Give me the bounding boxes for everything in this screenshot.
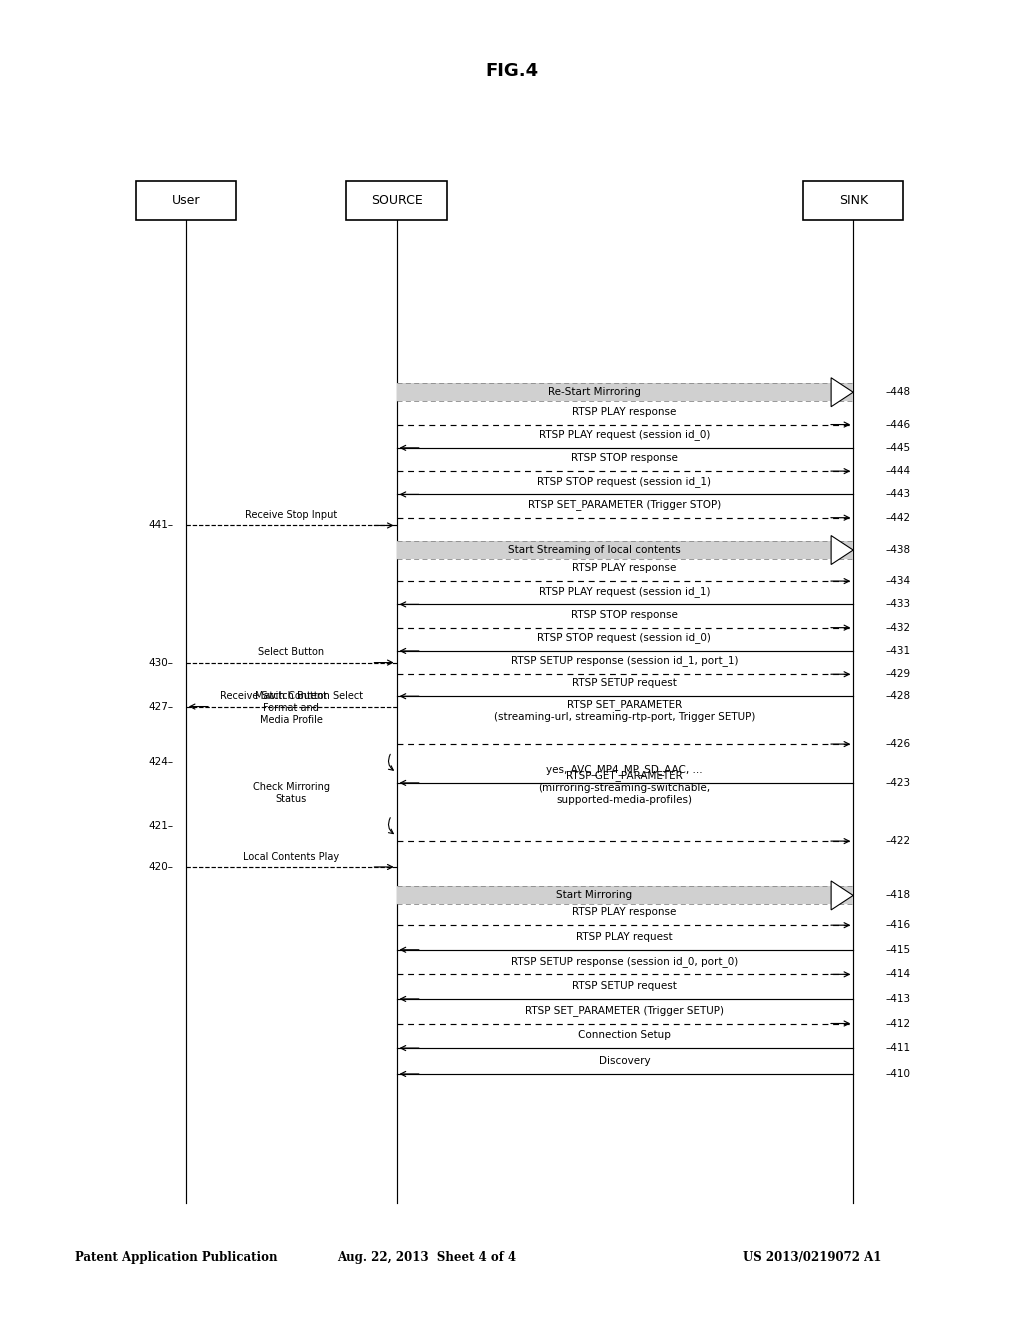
Text: RTSP SETUP request: RTSP SETUP request [572, 981, 677, 991]
Text: Match Content
Format and
Media Profile: Match Content Format and Media Profile [255, 692, 328, 725]
Text: Start Mirroring: Start Mirroring [556, 891, 633, 900]
Text: RTSP PLAY response: RTSP PLAY response [572, 564, 677, 573]
FancyBboxPatch shape [346, 181, 446, 220]
Text: RTSP PLAY request (session id_0): RTSP PLAY request (session id_0) [539, 429, 710, 440]
Text: –434: –434 [886, 576, 910, 586]
Text: Start Streaming of local contents: Start Streaming of local contents [508, 545, 681, 554]
Text: –429: –429 [886, 669, 910, 680]
Text: RTSP STOP request (session id_0): RTSP STOP request (session id_0) [538, 632, 712, 643]
Text: 424–: 424– [148, 758, 174, 767]
Text: –416: –416 [886, 920, 910, 931]
Text: yes, AVC_MP4_MP_SD_AAC, ...: yes, AVC_MP4_MP_SD_AAC, ... [546, 764, 702, 775]
Text: RTSP PLAY request (session id_1): RTSP PLAY request (session id_1) [539, 586, 711, 597]
Text: Local Contents Play: Local Contents Play [243, 851, 339, 862]
Text: –415: –415 [886, 945, 910, 954]
Text: 420–: 420– [148, 862, 174, 873]
Text: –448: –448 [886, 387, 910, 397]
FancyBboxPatch shape [135, 181, 236, 220]
Text: –432: –432 [886, 623, 910, 632]
Text: SOURCE: SOURCE [371, 194, 423, 207]
Text: –423: –423 [886, 777, 910, 788]
Text: RTSP SETUP response (session id_0, port_0): RTSP SETUP response (session id_0, port_… [511, 956, 738, 966]
Text: –431: –431 [886, 645, 910, 656]
Text: –418: –418 [886, 891, 910, 900]
Polygon shape [831, 880, 853, 909]
Text: Select Button: Select Button [258, 647, 325, 657]
Text: –413: –413 [886, 994, 910, 1005]
Text: RTSP PLAY response: RTSP PLAY response [572, 407, 677, 417]
Text: Aug. 22, 2013  Sheet 4 of 4: Aug. 22, 2013 Sheet 4 of 4 [337, 1251, 516, 1265]
Text: –445: –445 [886, 442, 910, 453]
Text: RTSP PLAY request: RTSP PLAY request [577, 932, 673, 942]
Text: –443: –443 [886, 490, 910, 499]
Text: RTSP STOP response: RTSP STOP response [571, 453, 678, 463]
Polygon shape [831, 536, 853, 565]
Text: –426: –426 [886, 739, 910, 748]
Text: Re-Start Mirroring: Re-Start Mirroring [548, 387, 641, 397]
Text: –414: –414 [886, 969, 910, 979]
Text: 430–: 430– [148, 657, 174, 668]
Text: RTSP SET_PARAMETER (Trigger SETUP): RTSP SET_PARAMETER (Trigger SETUP) [525, 1005, 724, 1016]
Text: –444: –444 [886, 466, 910, 477]
Text: US 2013/0219072 A1: US 2013/0219072 A1 [742, 1251, 882, 1265]
Text: User: User [172, 194, 200, 207]
Text: 441–: 441– [148, 520, 174, 531]
Text: RTSP PLAY response: RTSP PLAY response [572, 907, 677, 917]
Text: RTSP SET_PARAMETER
(streaming-url, streaming-rtp-port, Trigger SETUP): RTSP SET_PARAMETER (streaming-url, strea… [494, 700, 755, 722]
Text: RTSP STOP response: RTSP STOP response [571, 610, 678, 620]
Text: FIG.4: FIG.4 [485, 62, 539, 81]
Text: RTSP STOP request (session id_1): RTSP STOP request (session id_1) [538, 475, 712, 487]
Text: RTSP SETUP response (session id_1, port_1): RTSP SETUP response (session id_1, port_… [511, 656, 738, 667]
Text: RTSP SET_PARAMETER (Trigger STOP): RTSP SET_PARAMETER (Trigger STOP) [527, 499, 721, 510]
Text: –446: –446 [886, 420, 910, 429]
Text: Check Mirroring
Status: Check Mirroring Status [253, 781, 330, 804]
Bar [396, 541, 853, 560]
Text: SINK: SINK [839, 194, 867, 207]
Text: RTSP GET_PARAMETER
(mirroring-streaming-switchable,
supported-media-profiles): RTSP GET_PARAMETER (mirroring-streaming-… [539, 770, 711, 805]
Text: –411: –411 [886, 1043, 910, 1053]
Text: –428: –428 [886, 692, 910, 701]
Text: 427–: 427– [148, 701, 174, 711]
Text: 421–: 421– [148, 821, 174, 830]
Text: –433: –433 [886, 599, 910, 610]
Text: –438: –438 [886, 545, 910, 554]
Bar [396, 383, 853, 401]
Text: RTSP SETUP request: RTSP SETUP request [572, 678, 677, 689]
Text: –410: –410 [886, 1069, 910, 1078]
Text: –412: –412 [886, 1019, 910, 1028]
Text: Patent Application Publication: Patent Application Publication [76, 1251, 278, 1265]
Polygon shape [831, 378, 853, 407]
Text: –442: –442 [886, 512, 910, 523]
FancyBboxPatch shape [803, 181, 903, 220]
Text: Discovery: Discovery [599, 1056, 650, 1067]
Bar [396, 887, 853, 904]
Text: Receive Switch Button Select: Receive Switch Button Select [220, 692, 362, 701]
Text: Receive Stop Input: Receive Stop Input [245, 511, 337, 520]
Text: Connection Setup: Connection Setup [578, 1031, 671, 1040]
Text: –422: –422 [886, 836, 910, 846]
